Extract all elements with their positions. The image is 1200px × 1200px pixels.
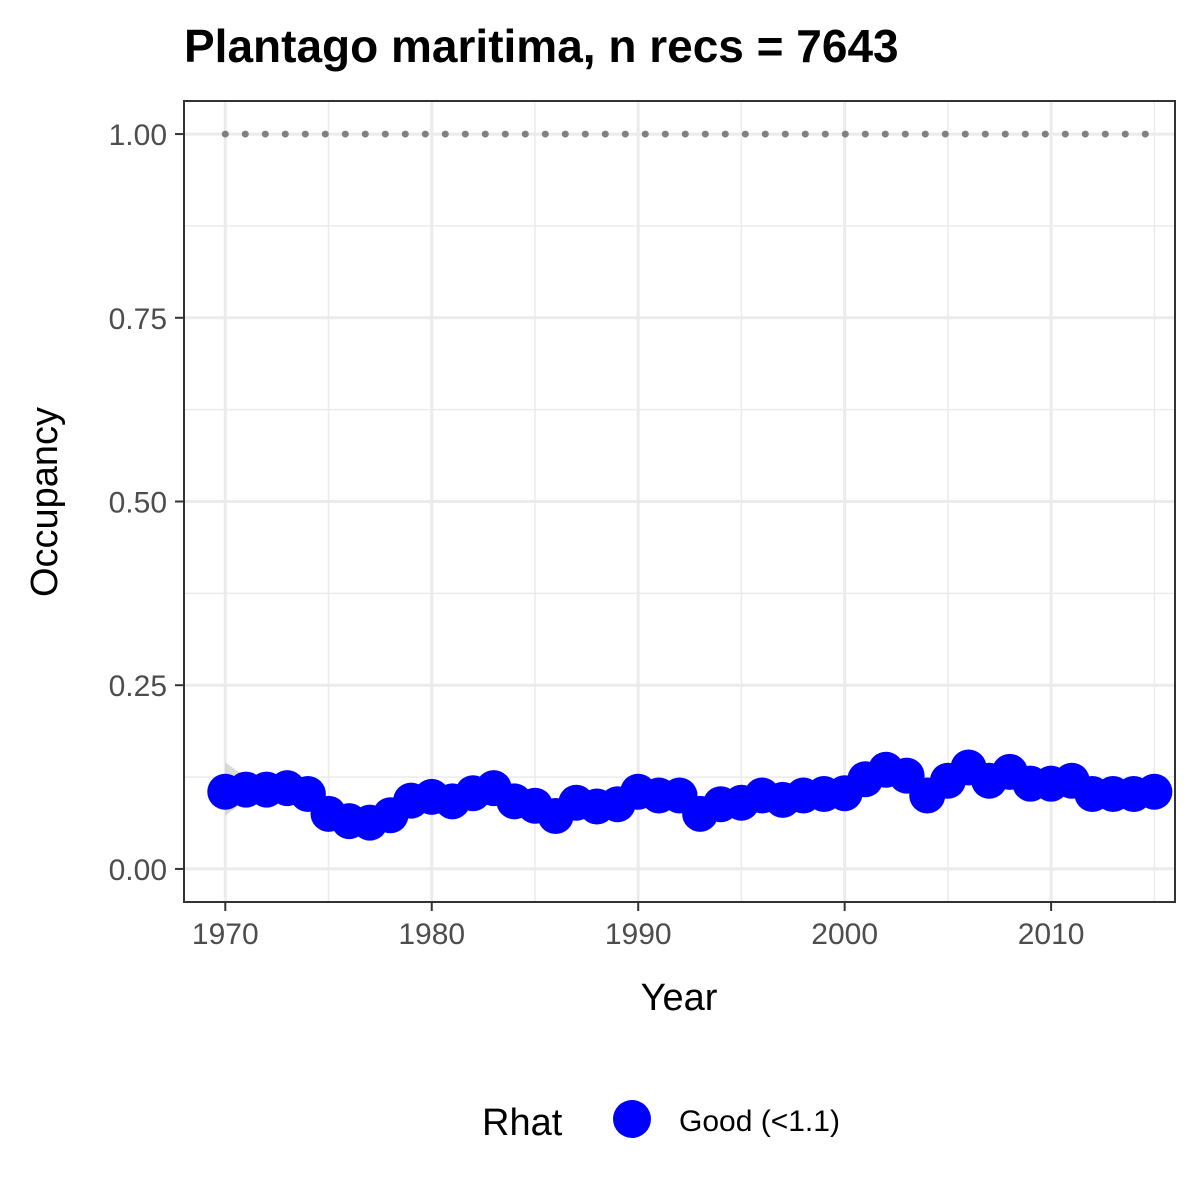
- x-tick-label: 1980: [398, 918, 465, 951]
- x-tick-label: 2010: [1018, 918, 1085, 951]
- occupancy-points: [207, 749, 1173, 841]
- x-tick-label: 1990: [605, 918, 672, 951]
- legend: Rhat Good (<1.1): [482, 1100, 840, 1144]
- legend-title: Rhat: [482, 1102, 563, 1144]
- y-tick-label: 0.00: [109, 854, 167, 887]
- y-tick-label: 0.75: [109, 303, 167, 336]
- x-tick-label: 2000: [811, 918, 878, 951]
- legend-key-good: [613, 1100, 651, 1138]
- y-axis: 0.00 0.25 0.50 0.75 1.00: [109, 119, 184, 887]
- y-axis-title: Occupancy: [24, 407, 66, 597]
- legend-label-good: Good (<1.1): [679, 1105, 840, 1138]
- occupancy-point: [1136, 773, 1173, 810]
- x-tick-label: 1970: [192, 918, 259, 951]
- x-axis-title: Year: [641, 977, 718, 1019]
- chart-title: Plantago maritima, n recs = 7643: [184, 20, 899, 72]
- y-tick-label: 0.25: [109, 670, 167, 703]
- x-axis: 1970 1980 1990 2000 2010: [192, 902, 1085, 951]
- y-tick-label: 1.00: [109, 119, 167, 152]
- y-tick-label: 0.50: [109, 487, 167, 520]
